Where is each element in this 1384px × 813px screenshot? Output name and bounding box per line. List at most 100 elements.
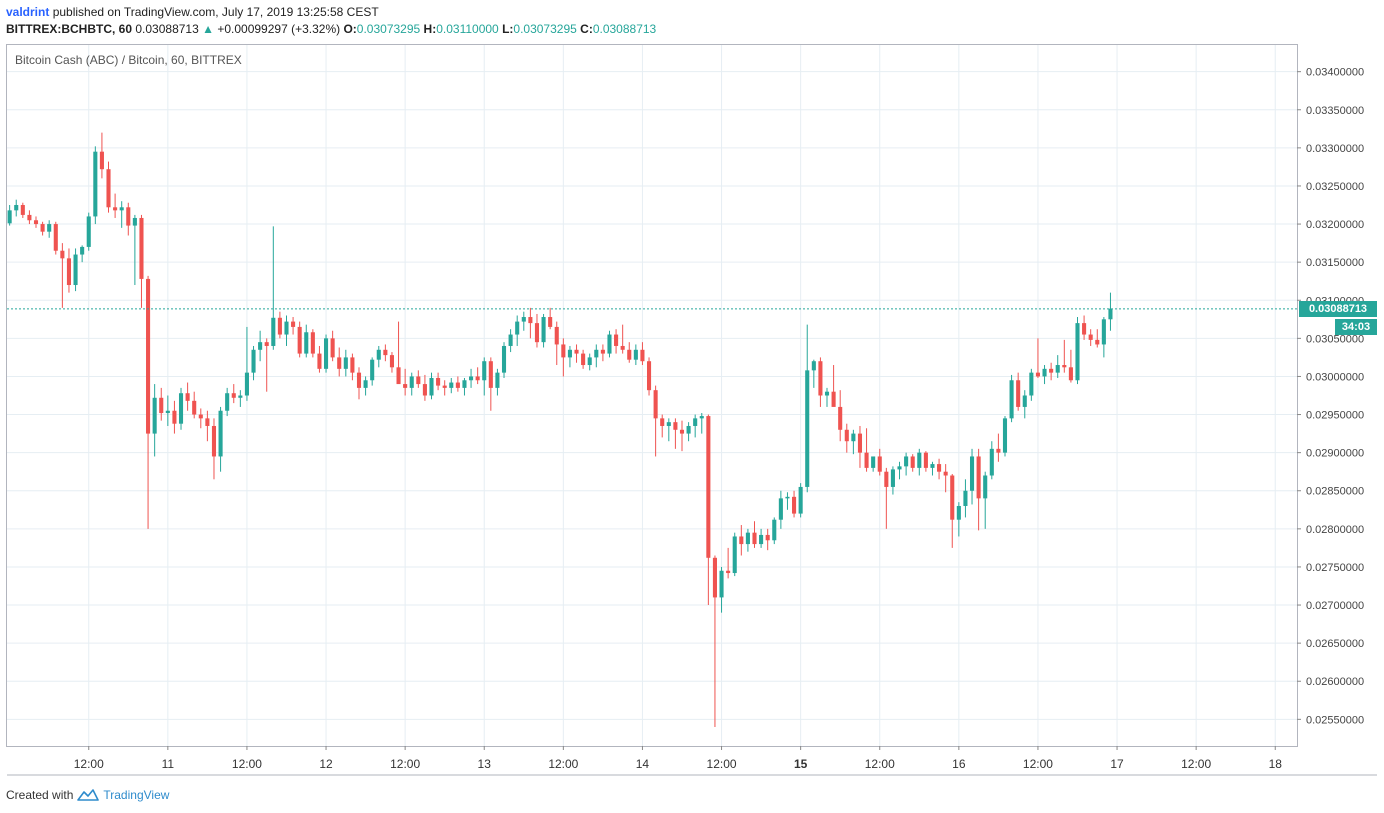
- candle-down: [950, 475, 955, 520]
- candle-down: [548, 317, 553, 327]
- high-label: H:: [423, 22, 437, 36]
- candle-down: [40, 224, 45, 232]
- y-tick-label: 0.02700000: [1306, 600, 1364, 612]
- candle-down: [436, 377, 441, 386]
- candle-down: [310, 332, 315, 354]
- y-tick-label: 0.03400000: [1306, 67, 1364, 79]
- candle-up: [152, 397, 157, 434]
- candle-down: [1068, 367, 1073, 381]
- created-with-text: Created with: [6, 788, 74, 802]
- candle-down: [581, 353, 586, 366]
- candle-up: [258, 342, 263, 350]
- x-tick-label: 11: [162, 757, 175, 771]
- candle-down: [640, 349, 645, 362]
- candle-up: [772, 519, 777, 541]
- y-tick-label: 0.03250000: [1306, 181, 1364, 193]
- high-value: 0.03110000: [436, 22, 499, 36]
- candle-down: [475, 376, 480, 381]
- candle-up: [607, 334, 612, 354]
- candle-down: [396, 367, 401, 385]
- x-tick-label: 12: [319, 757, 333, 771]
- candle-up: [73, 254, 78, 286]
- candle-down: [198, 414, 203, 419]
- candle-up: [370, 359, 375, 381]
- candle-down: [1049, 368, 1054, 373]
- last-price-label: 0.03088713: [1299, 300, 1377, 317]
- candle-up: [1009, 380, 1014, 419]
- candle-up: [515, 321, 520, 335]
- candle-down: [857, 433, 863, 453]
- candle-up: [409, 376, 414, 388]
- y-tick-label: 0.02750000: [1306, 562, 1364, 574]
- candle-up: [745, 532, 750, 545]
- tradingview-brand-link[interactable]: TradingView: [103, 788, 170, 802]
- candle-up: [890, 469, 895, 487]
- candle-up: [429, 377, 434, 396]
- publish-info: valdrint published on TradingView.com, J…: [6, 5, 379, 19]
- candle-up: [1029, 372, 1034, 396]
- last-value: 0.03088713: [135, 22, 199, 36]
- candle-up: [165, 410, 170, 414]
- author-link[interactable]: valdrint: [6, 5, 50, 19]
- candle-down: [330, 338, 335, 358]
- candle-up: [541, 317, 546, 343]
- candle-down: [1016, 380, 1021, 407]
- candle-down: [937, 464, 942, 472]
- candle-down: [646, 361, 652, 391]
- candle-up: [244, 372, 249, 396]
- y-tick-label: 0.03300000: [1306, 143, 1364, 155]
- symbol-name: BITTREX:BCHBTC, 60: [6, 22, 133, 36]
- candle-up: [699, 416, 704, 419]
- candle-down: [844, 429, 849, 442]
- candle-up: [811, 361, 816, 371]
- candle-up: [989, 448, 994, 476]
- candle-down: [403, 384, 408, 388]
- candle-up: [1022, 395, 1027, 407]
- candle-down: [792, 496, 797, 514]
- low-value: 0.03073295: [513, 22, 577, 36]
- candle-up: [469, 376, 474, 381]
- candle-down: [660, 418, 665, 426]
- candle-up: [449, 382, 454, 388]
- x-tick-label: 12:00: [1181, 757, 1211, 771]
- candle-up: [284, 321, 289, 335]
- candle-down: [554, 326, 559, 345]
- candle-down: [139, 217, 144, 279]
- y-tick-label: 0.02900000: [1306, 448, 1364, 460]
- candle-up: [218, 410, 223, 457]
- candle-down: [574, 349, 579, 354]
- candle-up: [178, 393, 184, 424]
- footer: Created with TradingView: [6, 788, 169, 802]
- candle-down: [726, 570, 731, 574]
- y-tick-label: 0.03050000: [1306, 333, 1364, 345]
- change-value: +0.00099297 (+3.32%): [217, 22, 341, 36]
- candle-down: [996, 448, 1001, 453]
- y-tick-label: 0.03150000: [1306, 257, 1364, 269]
- candle-down: [627, 349, 632, 360]
- candle-up: [1108, 308, 1113, 320]
- candle-down: [126, 207, 131, 226]
- candle-up: [824, 391, 830, 396]
- candle-down: [534, 323, 540, 343]
- candle-down: [264, 342, 269, 346]
- candle-down: [231, 393, 236, 398]
- grid-lines: [7, 45, 1297, 746]
- candle-down: [831, 391, 836, 407]
- candle-down: [679, 429, 685, 434]
- candles: [7, 132, 1113, 727]
- candle-down: [356, 372, 362, 388]
- candle-up: [47, 224, 52, 232]
- candle-down: [211, 425, 217, 457]
- open-value: 0.03073295: [356, 22, 421, 36]
- candle-down: [383, 349, 388, 356]
- candle-up: [86, 216, 91, 247]
- candle-up: [785, 496, 790, 499]
- x-tick-label: 17: [1110, 757, 1124, 771]
- x-tick-label: 12:00: [232, 757, 262, 771]
- candle-up: [225, 393, 230, 411]
- publish-text: published on TradingView.com, July 17, 2…: [52, 5, 379, 19]
- candle-up: [897, 466, 902, 470]
- candle-down: [205, 418, 210, 426]
- candle-up: [343, 357, 348, 369]
